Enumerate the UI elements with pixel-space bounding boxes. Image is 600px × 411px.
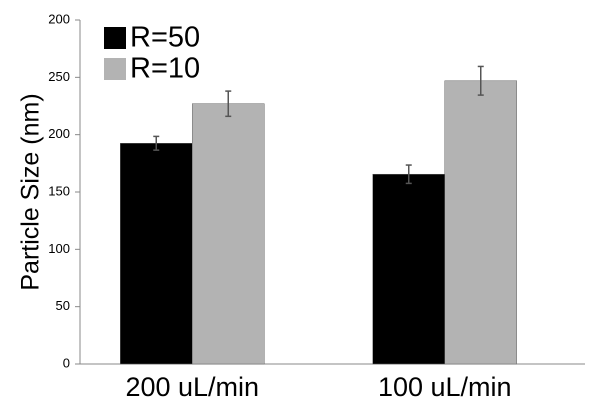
bar	[372, 173, 445, 365]
legend-label: R=10	[130, 53, 200, 85]
y-tick-label: 200	[48, 11, 70, 26]
legend-swatch	[104, 58, 126, 80]
y-tick-label: 200	[48, 126, 70, 141]
y-tick-label: 150	[48, 183, 70, 198]
y-tick-label: 100	[48, 241, 70, 256]
y-tick-label: 250	[48, 69, 70, 84]
bar	[120, 143, 193, 365]
x-tick-label: 100 uL/min	[378, 372, 512, 402]
bar	[444, 80, 517, 365]
error-bar	[153, 135, 160, 151]
error-bar	[477, 65, 484, 96]
legend-swatch	[104, 27, 126, 49]
error-bar	[405, 164, 412, 185]
bar	[192, 103, 265, 365]
y-tick-label: 50	[56, 298, 70, 313]
x-tick-label: 200 uL/min	[125, 372, 259, 402]
y-tick-label: 0	[63, 355, 70, 370]
y-axis-label: Particle Size (nm)	[17, 93, 45, 290]
error-bar	[225, 90, 232, 118]
legend-label: R=50	[130, 22, 200, 54]
